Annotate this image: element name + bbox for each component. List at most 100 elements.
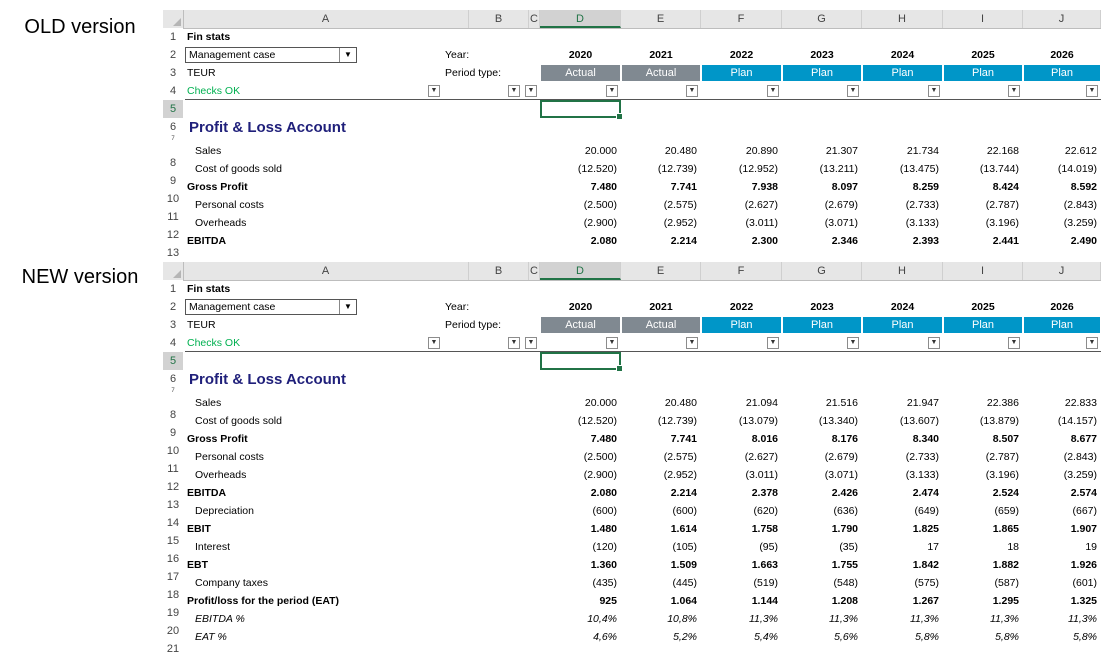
row-number[interactable]: 19 [163, 604, 183, 622]
column-header-d[interactable]: D [540, 10, 621, 28]
column-header-c[interactable]: C [529, 262, 540, 280]
value-cell[interactable]: (2.575) [663, 451, 697, 463]
value-cell[interactable]: (3.071) [824, 469, 858, 481]
filter-dropdown-icon[interactable]: ▼ [847, 337, 859, 349]
value-cell[interactable]: 20.480 [664, 397, 697, 409]
value-cell[interactable]: 8.424 [992, 181, 1019, 193]
value-cell[interactable]: (548) [833, 577, 858, 589]
value-cell[interactable]: (575) [914, 577, 939, 589]
row-number[interactable]: 10 [163, 190, 183, 208]
value-cell[interactable]: 8.340 [912, 433, 939, 445]
value-cell[interactable]: 20.890 [745, 145, 778, 157]
value-cell[interactable]: 2.393 [912, 235, 939, 247]
value-cell[interactable]: (3.011) [745, 469, 779, 481]
value-cell[interactable]: (2.900) [583, 217, 617, 229]
value-cell[interactable]: 2.378 [751, 487, 778, 499]
value-cell[interactable]: 8.592 [1070, 181, 1097, 193]
filter-dropdown-icon[interactable]: ▼ [1008, 337, 1020, 349]
row-number[interactable]: 12 [163, 226, 183, 244]
value-cell[interactable]: 20.000 [584, 145, 617, 157]
filter-dropdown-icon[interactable]: ▼ [525, 337, 537, 349]
value-cell[interactable]: 7.480 [590, 181, 617, 193]
value-cell[interactable]: (105) [672, 541, 697, 553]
row-number[interactable]: 6 [163, 370, 183, 388]
case-selector-dropdown[interactable]: Management case ▼ [185, 47, 357, 63]
column-header-f[interactable]: F [701, 262, 782, 280]
value-cell[interactable]: 2.214 [670, 235, 697, 247]
selected-cell-d5[interactable] [540, 100, 623, 120]
row-number[interactable]: 8 [163, 406, 183, 424]
column-header-h[interactable]: H [862, 10, 943, 28]
row-number[interactable]: 7 [163, 136, 183, 142]
selected-cell-d5[interactable] [540, 352, 623, 372]
filter-dropdown-icon[interactable]: ▼ [767, 85, 779, 97]
row-number[interactable]: 14 [163, 514, 183, 532]
row-number[interactable]: 13 [163, 244, 183, 262]
value-cell[interactable]: 1.663 [751, 559, 778, 571]
value-cell[interactable]: (2.900) [583, 469, 617, 481]
value-cell[interactable]: 21.094 [745, 397, 778, 409]
value-cell[interactable]: (445) [672, 577, 697, 589]
column-header-j[interactable]: J [1023, 262, 1101, 280]
value-cell[interactable]: (13.744) [979, 163, 1019, 175]
value-cell[interactable]: 18 [1007, 541, 1019, 553]
value-cell[interactable]: 1.926 [1070, 559, 1097, 571]
value-cell[interactable]: (3.011) [745, 217, 779, 229]
filter-dropdown-icon[interactable]: ▼ [1086, 337, 1098, 349]
column-header-f[interactable]: F [701, 10, 782, 28]
value-cell[interactable]: (12.520) [577, 163, 617, 175]
column-header-e[interactable]: E [621, 262, 701, 280]
value-cell[interactable]: 5,8% [995, 631, 1019, 643]
value-cell[interactable]: (3.196) [985, 217, 1019, 229]
value-cell[interactable]: 1.790 [831, 523, 858, 535]
filter-dropdown-icon[interactable]: ▼ [508, 85, 520, 97]
filter-dropdown-icon[interactable]: ▼ [1086, 85, 1098, 97]
filter-dropdown-icon[interactable]: ▼ [847, 85, 859, 97]
value-cell[interactable]: 7.741 [670, 181, 697, 193]
column-header-h[interactable]: H [862, 262, 943, 280]
filter-dropdown-icon[interactable]: ▼ [928, 337, 940, 349]
value-cell[interactable]: 2.080 [590, 235, 617, 247]
value-cell[interactable]: 2.524 [992, 487, 1019, 499]
case-selector-dropdown[interactable]: Management case ▼ [185, 299, 357, 315]
value-cell[interactable]: (2.679) [824, 199, 858, 211]
value-cell[interactable]: 1.509 [670, 559, 697, 571]
column-header-g[interactable]: G [782, 10, 862, 28]
value-cell[interactable]: 21.307 [825, 145, 858, 157]
filter-dropdown-icon[interactable]: ▼ [606, 85, 618, 97]
value-cell[interactable]: 1.360 [590, 559, 617, 571]
row-number[interactable]: 1 [163, 280, 183, 298]
value-cell[interactable]: 22.168 [986, 145, 1019, 157]
filter-dropdown-icon[interactable]: ▼ [686, 337, 698, 349]
row-number[interactable]: 8 [163, 154, 183, 172]
column-header-b[interactable]: B [469, 262, 529, 280]
value-cell[interactable]: 1.144 [751, 595, 778, 607]
column-header-e[interactable]: E [621, 10, 701, 28]
value-cell[interactable]: 11,3% [829, 613, 858, 625]
value-cell[interactable]: (3.196) [985, 469, 1019, 481]
value-cell[interactable]: (3.071) [824, 217, 858, 229]
value-cell[interactable]: (2.627) [744, 199, 778, 211]
row-number[interactable]: 3 [163, 64, 183, 82]
row-number[interactable]: 2 [163, 46, 183, 64]
row-number[interactable]: 7 [163, 388, 183, 394]
value-cell[interactable]: 22.386 [986, 397, 1019, 409]
row-number[interactable]: 4 [163, 334, 183, 352]
value-cell[interactable]: (13.340) [818, 415, 858, 427]
value-cell[interactable]: 2.346 [831, 235, 858, 247]
value-cell[interactable]: 1.480 [590, 523, 617, 535]
value-cell[interactable]: 7.938 [751, 181, 778, 193]
row-number[interactable]: 11 [163, 208, 183, 226]
value-cell[interactable]: (435) [592, 577, 617, 589]
row-number[interactable]: 6 [163, 118, 183, 136]
value-cell[interactable]: (35) [839, 541, 858, 553]
value-cell[interactable]: (13.475) [899, 163, 939, 175]
value-cell[interactable]: (3.133) [905, 469, 939, 481]
value-cell[interactable]: 1.267 [912, 595, 939, 607]
value-cell[interactable]: (659) [994, 505, 1019, 517]
value-cell[interactable]: (2.627) [744, 451, 778, 463]
column-header-i[interactable]: I [943, 10, 1023, 28]
value-cell[interactable]: 17 [927, 541, 939, 553]
value-cell[interactable]: (3.133) [905, 217, 939, 229]
value-cell[interactable]: (601) [1072, 577, 1097, 589]
